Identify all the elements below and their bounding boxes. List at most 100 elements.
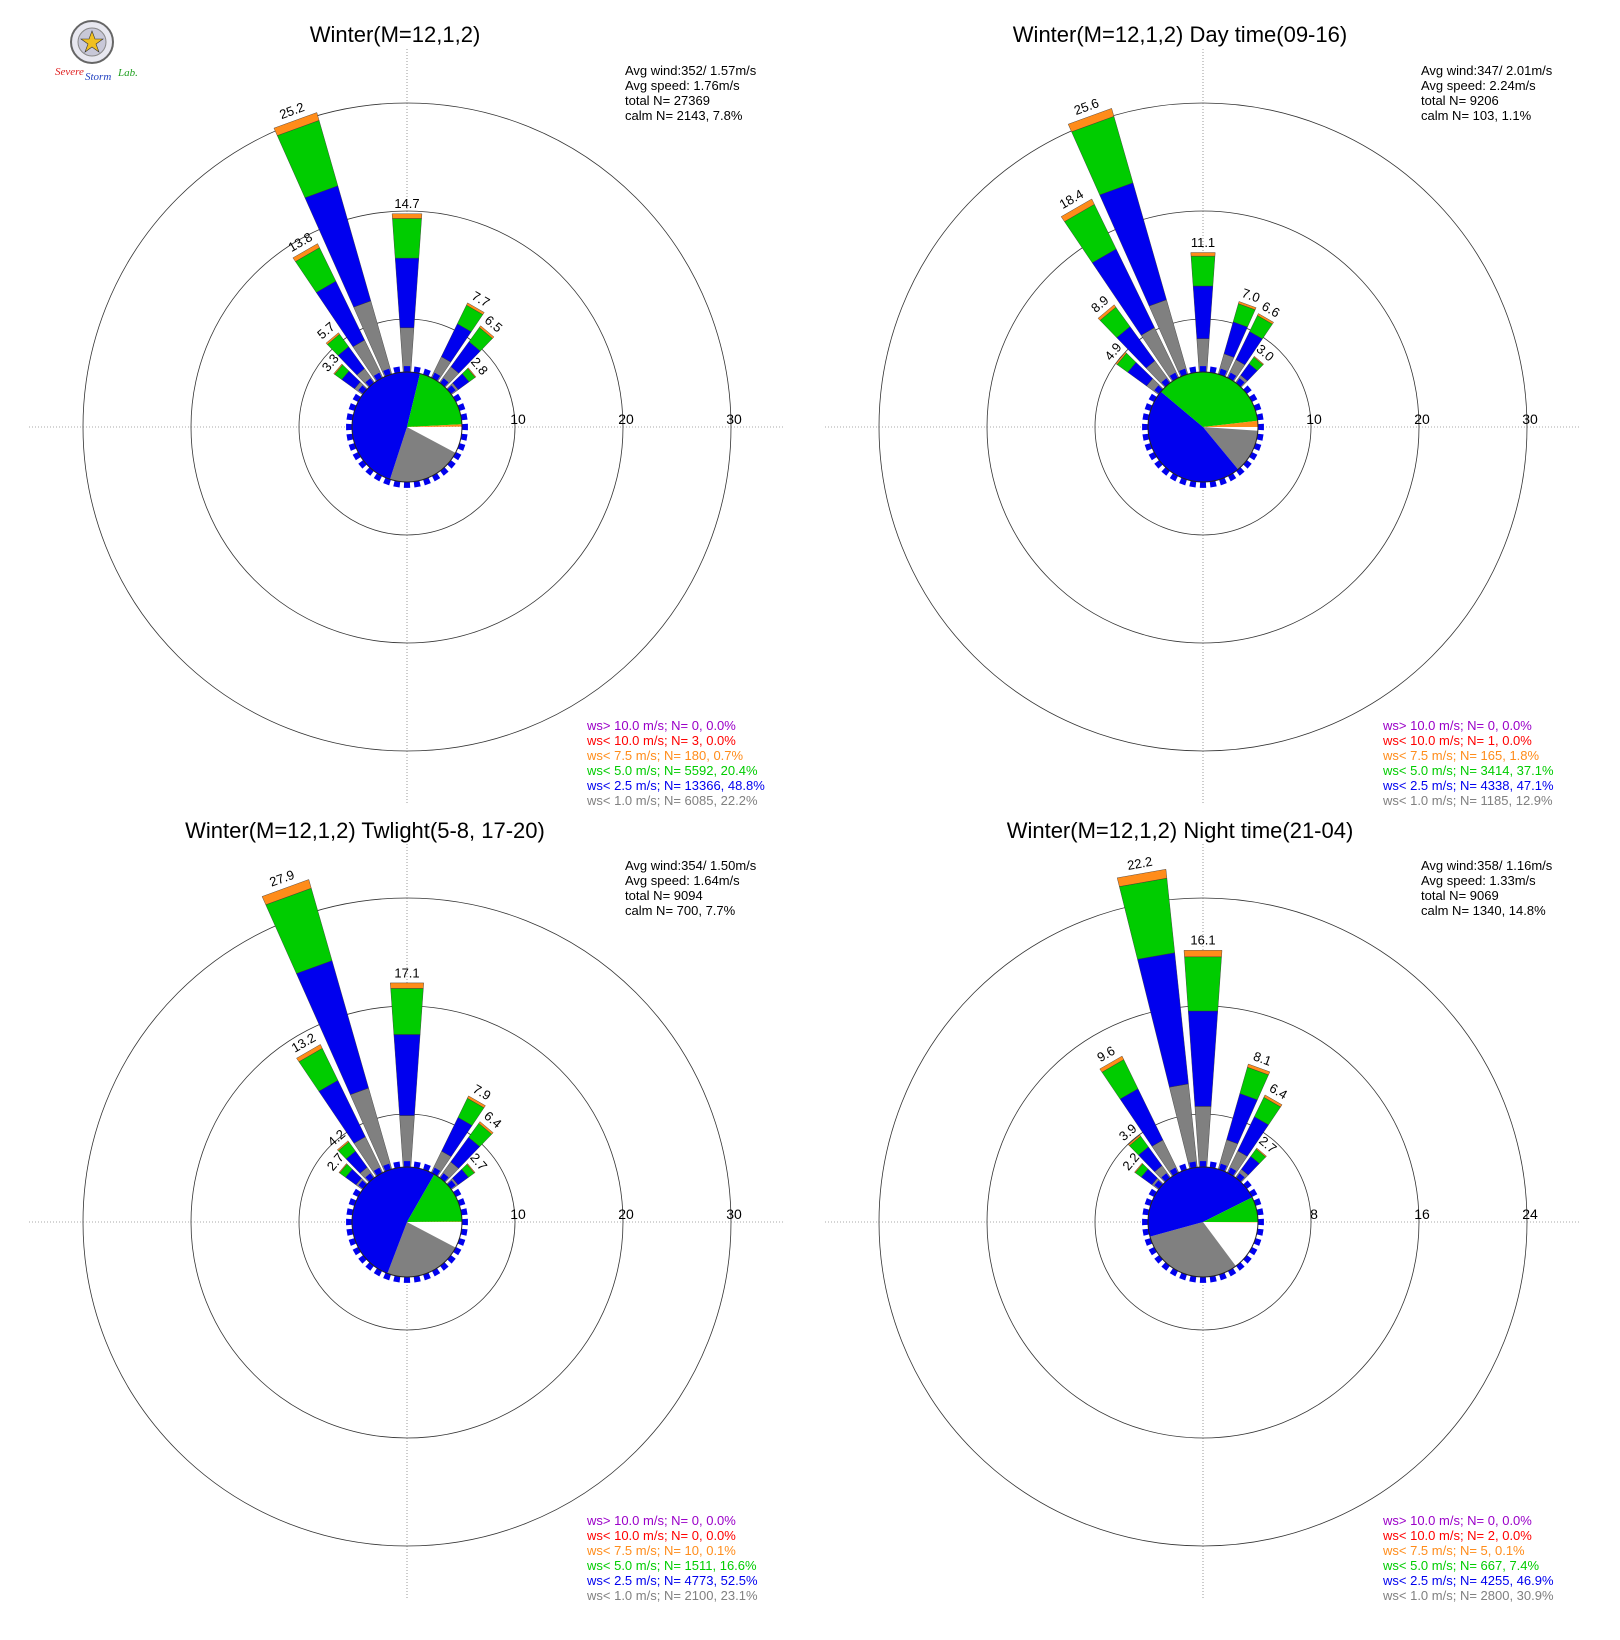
bar-segment xyxy=(391,213,423,219)
ring-tick-label: 20 xyxy=(618,1206,634,1222)
small-bin xyxy=(1189,366,1197,374)
pie-slice xyxy=(1160,371,1258,427)
legend-entry: ws> 10.0 m/s; N= 0, 0.0% xyxy=(586,718,736,733)
pie-slice xyxy=(407,427,462,453)
legend-entry: ws< 10.0 m/s; N= 0, 0.0% xyxy=(586,1528,736,1543)
small-bin xyxy=(457,443,466,451)
bar-segment xyxy=(1257,313,1274,325)
logo-text-severe: Severe xyxy=(55,66,84,78)
bar-segment xyxy=(1184,956,1222,1012)
small-bin xyxy=(1219,1163,1227,1172)
pie-slice xyxy=(407,1222,462,1248)
bar-segment xyxy=(325,332,340,345)
small-bin xyxy=(1256,1208,1264,1216)
bar-segment xyxy=(1099,1055,1125,1073)
bar-segment xyxy=(478,1121,494,1135)
bar-segment xyxy=(399,1115,415,1168)
info-avg-speed: Avg speed: 1.33m/s xyxy=(1421,873,1536,888)
small-bin xyxy=(1179,1272,1187,1281)
small-bin xyxy=(1257,423,1264,431)
panel-title: Winter(M=12,1,2) xyxy=(310,22,481,47)
small-bin xyxy=(1179,477,1187,486)
ring-tick-label: 20 xyxy=(618,411,634,427)
bar-segment xyxy=(1238,301,1257,311)
info-avg-wind: Avg wind:347/ 2.01m/s xyxy=(1421,63,1553,78)
small-bin xyxy=(348,1198,357,1206)
panel-title: Winter(M=12,1,2) Night time(21-04) xyxy=(1007,818,1354,843)
bar-segment xyxy=(393,1034,421,1116)
bar-segment xyxy=(261,879,312,905)
pie-slice xyxy=(1203,420,1258,427)
small-bin xyxy=(1142,1228,1150,1236)
info-avg-wind: Avg wind:352/ 1.57m/s xyxy=(625,63,757,78)
small-bin xyxy=(1253,403,1262,411)
small-bin xyxy=(1253,443,1262,451)
ring-tick-label: 8 xyxy=(1310,1206,1318,1222)
small-bin xyxy=(1144,403,1153,411)
small-bin xyxy=(461,423,468,431)
info-avg-wind: Avg wind:358/ 1.16m/s xyxy=(1421,858,1553,873)
legend-entry: ws< 1.0 m/s; N= 1185, 12.9% xyxy=(1382,793,1553,808)
small-bin xyxy=(1209,480,1217,488)
pie-outline xyxy=(1147,1166,1259,1278)
pie-slice xyxy=(352,372,421,480)
small-bin xyxy=(1209,366,1217,374)
info-calm: calm N= 103, 1.1% xyxy=(1421,108,1532,123)
info-total: total N= 9206 xyxy=(1421,93,1499,108)
bar-value-label: 22.2 xyxy=(1126,854,1154,873)
small-bin xyxy=(1256,1228,1264,1236)
ring-tick-label: 30 xyxy=(1522,411,1538,427)
small-bin xyxy=(1142,433,1150,441)
legend-entry: ws< 7.5 m/s; N= 180, 0.7% xyxy=(586,748,744,763)
small-bin xyxy=(1199,366,1207,373)
pie-slice xyxy=(1148,1167,1253,1237)
bar-segment xyxy=(1127,1134,1141,1146)
small-bin xyxy=(457,403,466,411)
info-calm: calm N= 700, 7.7% xyxy=(625,903,736,918)
bar-segment xyxy=(467,367,477,378)
bar-segment xyxy=(1169,1083,1198,1169)
small-bin xyxy=(413,366,421,374)
small-bin xyxy=(413,1161,421,1169)
small-bin xyxy=(1209,1275,1217,1283)
bar-segment xyxy=(333,363,343,375)
bar-segment xyxy=(1190,255,1216,287)
bar-segment xyxy=(390,988,424,1035)
small-bin xyxy=(460,1208,468,1216)
info-total: total N= 27369 xyxy=(625,93,710,108)
ring-tick-label: 10 xyxy=(510,1206,526,1222)
pie-outline xyxy=(351,371,463,483)
pie-slice xyxy=(1203,1197,1258,1222)
legend-entry: ws< 1.0 m/s; N= 2800, 30.9% xyxy=(1382,1588,1554,1603)
small-bin xyxy=(423,1163,431,1172)
bar-segment xyxy=(394,257,420,328)
legend-entry: ws< 5.0 m/s; N= 5592, 20.4% xyxy=(586,763,758,778)
small-bin xyxy=(413,480,421,488)
small-bin xyxy=(1199,1161,1207,1168)
small-bin xyxy=(460,1228,468,1236)
panel-title: Winter(M=12,1,2) Twlight(5-8, 17-20) xyxy=(185,818,545,843)
small-bin xyxy=(460,433,468,441)
legend-entry: ws< 5.0 m/s; N= 3414, 37.1% xyxy=(1382,763,1554,778)
small-bin xyxy=(393,480,401,488)
pie-slice xyxy=(1203,427,1258,431)
legend-entry: ws< 7.5 m/s; N= 10, 0.1% xyxy=(586,1543,736,1558)
bar-segment xyxy=(292,243,320,262)
small-bin xyxy=(1142,413,1150,421)
small-bin xyxy=(457,1238,466,1246)
small-bin xyxy=(1219,477,1227,486)
small-bin xyxy=(1189,480,1197,488)
bar-segment xyxy=(390,982,424,989)
pie-slice xyxy=(1203,1222,1258,1267)
bar-segment xyxy=(1116,869,1168,887)
bar-segment xyxy=(1119,877,1175,960)
bar-segment xyxy=(1190,252,1216,257)
small-bin xyxy=(423,1272,431,1281)
legend-entry: ws< 2.5 m/s; N= 4338, 47.1% xyxy=(1382,778,1554,793)
small-bin xyxy=(460,413,468,421)
small-bin xyxy=(393,1161,401,1169)
small-bin xyxy=(346,1208,354,1216)
bar-segment xyxy=(1194,1106,1212,1168)
